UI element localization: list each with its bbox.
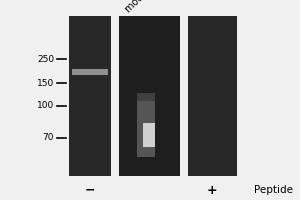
Text: 100: 100 bbox=[37, 101, 54, 110]
Bar bbox=[72, 69, 108, 75]
Text: 70: 70 bbox=[43, 133, 54, 142]
Bar bbox=[188, 16, 237, 176]
Bar bbox=[118, 16, 180, 176]
Text: −: − bbox=[85, 184, 95, 196]
Text: 250: 250 bbox=[37, 55, 54, 64]
Bar bbox=[137, 101, 155, 157]
Text: 150: 150 bbox=[37, 79, 54, 88]
Text: +: + bbox=[207, 184, 217, 196]
Bar bbox=[143, 123, 155, 147]
Bar bbox=[69, 16, 111, 176]
Text: Peptide: Peptide bbox=[254, 185, 293, 195]
Bar bbox=[137, 93, 155, 101]
Text: mouse brain: mouse brain bbox=[123, 0, 174, 14]
